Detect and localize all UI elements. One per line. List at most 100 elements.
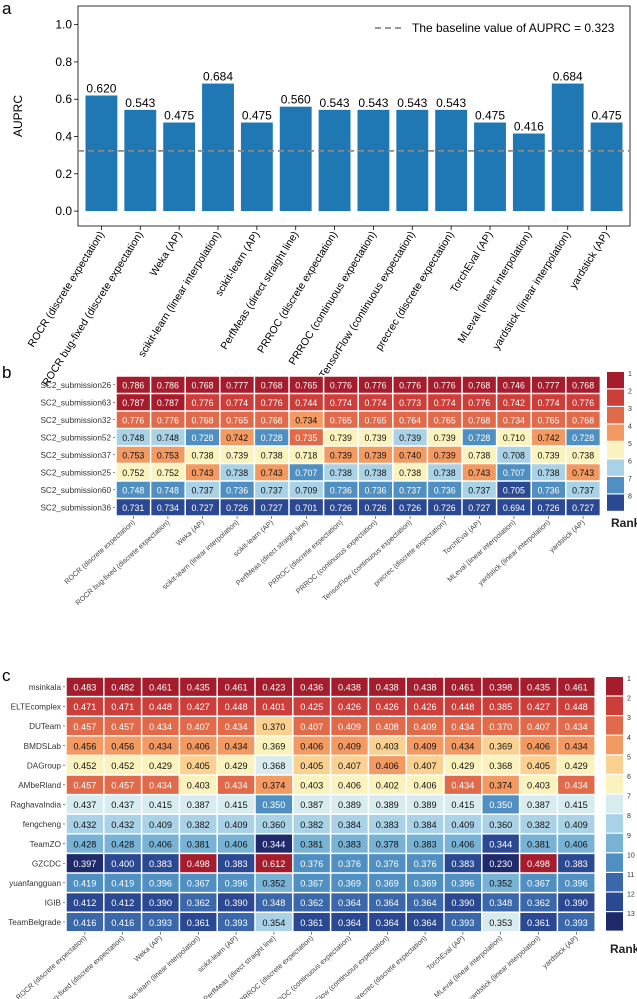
heatmap-cell xyxy=(531,499,566,516)
cell-value: 0.423 xyxy=(262,683,285,693)
heatmap-cell xyxy=(255,411,289,428)
heatmap-cell xyxy=(180,716,217,736)
cell-value: 0.765 xyxy=(364,416,386,426)
cell-value: 0.710 xyxy=(503,433,525,443)
cell-value: 0.436 xyxy=(300,683,323,693)
heatmap-cell xyxy=(369,893,406,912)
heatmap-cell xyxy=(255,697,293,716)
cell-value: 0.405 xyxy=(527,761,550,771)
heatmap-cell xyxy=(520,756,557,775)
cell-value: 0.368 xyxy=(489,761,512,771)
rank-legend-swatch xyxy=(606,794,623,813)
cell-value: 0.397 xyxy=(73,859,96,869)
heatmap-cell xyxy=(428,481,462,498)
heatmap-cell xyxy=(180,814,217,834)
cell-value: 0.354 xyxy=(262,918,285,928)
heatmap-cell xyxy=(66,677,104,696)
heatmap-cell xyxy=(185,429,220,446)
heatmap-cell xyxy=(331,873,368,892)
cell-value: 0.230 xyxy=(489,859,512,869)
bar xyxy=(318,109,351,212)
cell-value: 0.402 xyxy=(376,781,399,791)
cell-value: 0.409 xyxy=(149,820,172,830)
column-label: yardstick (AP) xyxy=(540,934,579,971)
heatmap-cell xyxy=(255,814,293,834)
heatmap-cell xyxy=(185,394,220,411)
rank-legend-label: 5 xyxy=(628,441,632,448)
heatmap-cell xyxy=(406,736,444,755)
heatmap-cell xyxy=(220,429,254,446)
heatmap-cell xyxy=(324,481,358,498)
rank-legend-swatch xyxy=(607,389,624,406)
heatmap-cell xyxy=(220,376,254,393)
rank-legend-swatch xyxy=(606,696,623,715)
row-label: BMDSLab xyxy=(24,742,62,751)
cell-value: 0.435 xyxy=(187,683,210,693)
heatmap-cell xyxy=(104,893,141,912)
cell-value: 0.457 xyxy=(73,722,96,732)
heatmap-cell xyxy=(151,464,185,481)
heatmap-cell xyxy=(142,736,179,755)
rank-legend-label: 8 xyxy=(628,494,632,501)
cell-value: 0.370 xyxy=(489,722,512,732)
heatmap-cell xyxy=(293,677,330,696)
heatmap-cell xyxy=(369,756,406,775)
rank-legend-swatch xyxy=(606,814,623,833)
rank-legend-swatch xyxy=(607,424,624,441)
cell-value: 0.406 xyxy=(300,741,323,751)
heatmap-cell xyxy=(331,854,368,873)
heatmap-cell xyxy=(217,677,255,696)
heatmap-cell xyxy=(151,499,185,516)
heatmap-cell xyxy=(520,873,557,892)
row-label: ELTEcomplex xyxy=(11,703,61,712)
cell-value: 0.429 xyxy=(225,761,248,771)
cell-value: 0.416 xyxy=(111,918,134,928)
cell-value: 0.776 xyxy=(468,398,490,408)
rank-legend-label: 8 xyxy=(627,813,631,820)
heatmap-cell xyxy=(116,446,150,463)
heatmap-cell xyxy=(558,834,595,853)
cell-value: 0.434 xyxy=(451,722,474,732)
cell-value: 0.361 xyxy=(300,918,323,928)
cell-value: 0.406 xyxy=(376,761,399,771)
cell-value: 0.768 xyxy=(261,381,283,391)
cell-value: 0.406 xyxy=(338,781,361,791)
panel-label-b: b xyxy=(2,363,11,382)
cell-value: 0.708 xyxy=(503,451,525,461)
cell-value: 0.752 xyxy=(157,468,179,478)
heatmap-cell xyxy=(369,795,406,814)
heatmap-cell xyxy=(558,814,595,834)
cell-value: 0.448 xyxy=(565,702,588,712)
cell-value: 0.369 xyxy=(376,879,399,889)
heatmap-cell xyxy=(393,464,427,481)
heatmap-cell xyxy=(255,394,289,411)
cell-value: 0.736 xyxy=(364,486,386,496)
heatmap-cell xyxy=(482,814,519,834)
heatmap-cell xyxy=(406,814,444,834)
cell-value: 0.376 xyxy=(300,859,323,869)
heatmap-cell xyxy=(444,834,482,853)
heatmap-cell xyxy=(180,854,217,873)
cell-value: 0.369 xyxy=(262,741,285,751)
rank-legend-label: 9 xyxy=(627,833,631,840)
cell-value: 0.739 xyxy=(226,451,248,461)
cell-value: 0.369 xyxy=(414,879,437,889)
heatmap-cell xyxy=(462,464,496,481)
cell-value: 0.396 xyxy=(225,879,248,889)
cell-value: 0.448 xyxy=(451,702,474,712)
heatmap-cell xyxy=(428,429,462,446)
heatmap-cell xyxy=(566,481,600,498)
heatmap-cell xyxy=(558,697,595,716)
cell-value: 0.776 xyxy=(330,381,352,391)
heatmap-cell xyxy=(331,756,368,775)
heatmap-cell xyxy=(151,481,185,498)
cell-value: 0.461 xyxy=(225,683,248,693)
heatmap-cell xyxy=(520,854,557,873)
heatmap-cell xyxy=(558,677,595,696)
column-label: yardstick (AP) xyxy=(547,518,586,555)
cell-value: 0.739 xyxy=(364,433,386,443)
heatmap-cell xyxy=(142,834,179,853)
cell-value: 0.739 xyxy=(364,451,386,461)
cell-value: 0.448 xyxy=(149,702,172,712)
cell-value: 0.738 xyxy=(191,451,213,461)
